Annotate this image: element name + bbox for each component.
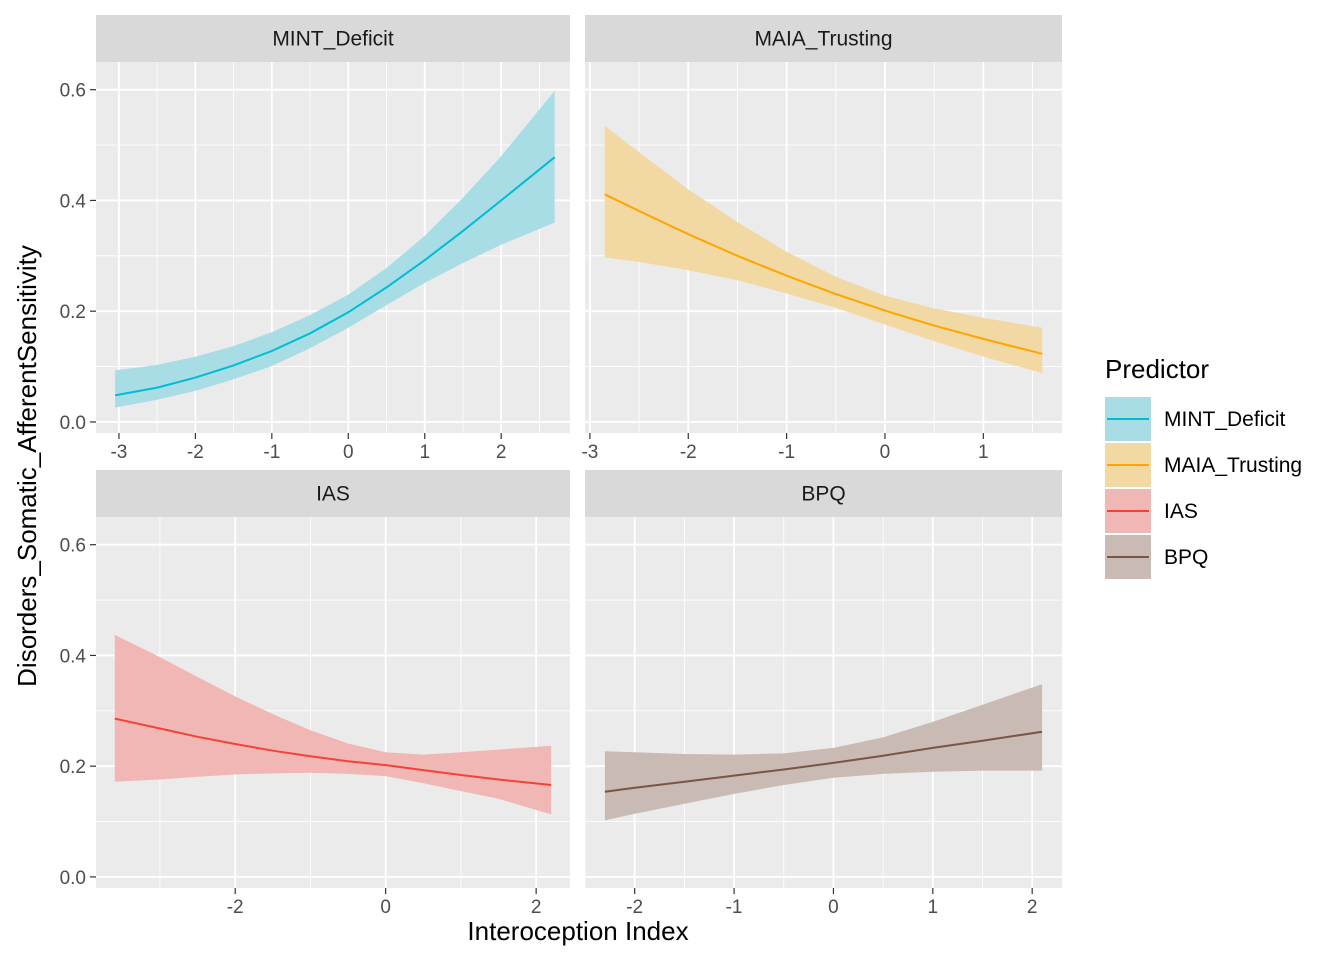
legend-entry: MINT_Deficit — [1105, 397, 1286, 441]
confidence-ribbon — [114, 634, 552, 815]
y-tick-label: 0.6 — [60, 81, 86, 102]
legend-label: BPQ — [1164, 546, 1208, 569]
y-tick-label: 0.0 — [60, 413, 86, 434]
y-tick-label: 0.4 — [60, 191, 87, 212]
y-tick-label: 0.2 — [60, 302, 86, 323]
legend: Predictor MINT_Deficit MAIA_Trusting IAS BP… — [1105, 354, 1302, 579]
x-tick-label: -2 — [626, 897, 643, 918]
x-tick-label: -2 — [680, 442, 697, 463]
x-tick-label: 1 — [928, 897, 939, 918]
panel-bpq: BPQ -2 -1 0 1 2 — [584, 470, 1062, 918]
facet-title: MAIA_Trusting — [754, 28, 892, 51]
series-line — [114, 156, 556, 397]
series-line — [604, 193, 1043, 355]
y-axis-title: Disorders_Somatic_AfferentSensitivity — [12, 245, 42, 687]
facet-title: IAS — [316, 483, 350, 506]
x-tick-label: 2 — [1027, 897, 1038, 918]
x-tick-label: -1 — [726, 897, 743, 918]
y-tick-label: 0.6 — [60, 536, 86, 557]
y-tick-label: 0.2 — [60, 757, 86, 778]
confidence-ribbon — [604, 684, 1043, 821]
x-tick-label: 1 — [978, 442, 989, 463]
legend-label: IAS — [1164, 500, 1198, 523]
legend-entry: IAS — [1105, 489, 1198, 533]
x-tick-label: 1 — [419, 442, 430, 463]
x-tick-label: 2 — [496, 442, 507, 463]
panel-maia-trusting: MAIA_Trusting -3 -2 -1 0 1 — [581, 15, 1062, 463]
legend-entry: MAIA_Trusting — [1105, 443, 1302, 487]
facet-strip — [585, 15, 1062, 62]
x-tick-label: 0 — [880, 442, 891, 463]
x-tick-label: -2 — [227, 897, 244, 918]
panel-ias: IAS -2 0 2 0.0 0.2 0.4 0.6 — [60, 470, 570, 918]
y-tick-label: 0.4 — [60, 646, 87, 667]
x-tick-label: -3 — [581, 442, 598, 463]
x-tick-label: 0 — [828, 897, 839, 918]
x-tick-label: 2 — [531, 897, 542, 918]
series-line — [114, 717, 552, 786]
x-tick-label: 0 — [343, 442, 354, 463]
legend-entry: BPQ — [1105, 535, 1208, 579]
x-tick-label: -1 — [263, 442, 280, 463]
facet-strip — [96, 470, 570, 517]
panel-mint-deficit: MINT_Deficit -3 -2 -1 0 1 2 0.0 0.2 0.4 0.6 — [60, 15, 570, 463]
facet-title: MINT_Deficit — [272, 28, 394, 51]
x-tick-label: -2 — [187, 442, 204, 463]
legend-title: Predictor — [1105, 354, 1209, 384]
legend-label: MINT_Deficit — [1164, 408, 1286, 431]
panels-layer: MINT_Deficit -3 -2 -1 0 1 2 0.0 0.2 0.4 0.6 MAIA_Tr… — [60, 15, 1062, 918]
x-tick-label: 0 — [380, 897, 391, 918]
facet-strip — [96, 15, 570, 62]
x-tick-label: -3 — [110, 442, 127, 463]
confidence-ribbon — [115, 90, 555, 408]
series-line — [604, 730, 1043, 793]
x-tick-label: -1 — [778, 442, 795, 463]
x-axis-title: Interoception Index — [467, 916, 688, 946]
facet-strip — [585, 470, 1062, 517]
confidence-ribbon — [604, 125, 1043, 374]
y-tick-label: 0.0 — [60, 868, 86, 889]
legend-label: MAIA_Trusting — [1164, 454, 1302, 477]
facet-title: BPQ — [801, 483, 845, 506]
